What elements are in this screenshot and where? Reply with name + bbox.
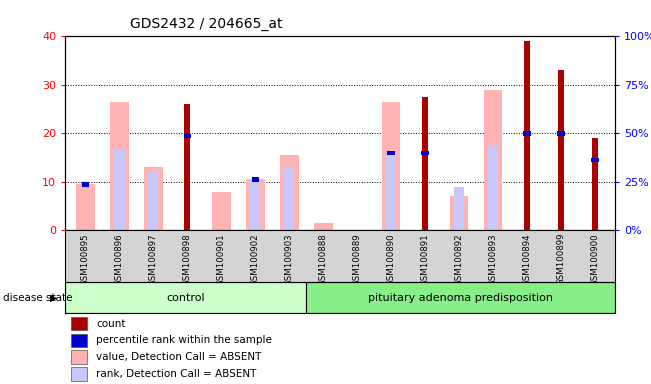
Bar bbox=[591, 158, 598, 162]
Bar bbox=[314, 223, 333, 230]
Bar bbox=[557, 131, 564, 136]
Text: GSM100888: GSM100888 bbox=[319, 233, 327, 286]
Bar bbox=[484, 90, 503, 230]
Text: GSM100903: GSM100903 bbox=[284, 233, 294, 286]
Text: rank, Detection Call = ABSENT: rank, Detection Call = ABSENT bbox=[96, 369, 256, 379]
Bar bbox=[454, 187, 464, 230]
Bar bbox=[421, 151, 429, 155]
Text: GSM100901: GSM100901 bbox=[217, 233, 226, 286]
Bar bbox=[71, 317, 87, 330]
Text: control: control bbox=[166, 293, 205, 303]
Text: GSM100892: GSM100892 bbox=[454, 233, 464, 286]
Bar bbox=[184, 104, 190, 230]
Text: pituitary adenoma predisposition: pituitary adenoma predisposition bbox=[368, 293, 553, 303]
Bar bbox=[110, 102, 129, 230]
Bar bbox=[184, 134, 191, 138]
Bar bbox=[450, 197, 468, 230]
Text: GSM100896: GSM100896 bbox=[115, 233, 124, 286]
Bar bbox=[65, 282, 306, 313]
Bar bbox=[386, 153, 396, 230]
Text: GDS2432 / 204665_at: GDS2432 / 204665_at bbox=[130, 17, 283, 31]
Text: GSM100894: GSM100894 bbox=[522, 233, 531, 286]
Bar bbox=[115, 151, 124, 230]
Text: GSM100895: GSM100895 bbox=[81, 233, 90, 286]
Text: percentile rank within the sample: percentile rank within the sample bbox=[96, 335, 272, 345]
Bar bbox=[523, 131, 531, 136]
Text: GSM100890: GSM100890 bbox=[387, 233, 396, 286]
Text: GSM100897: GSM100897 bbox=[149, 233, 158, 286]
Bar bbox=[246, 179, 264, 230]
Text: disease state: disease state bbox=[3, 293, 73, 303]
Bar bbox=[71, 334, 87, 347]
Bar bbox=[306, 282, 615, 313]
Bar bbox=[488, 146, 498, 230]
Text: GSM100899: GSM100899 bbox=[557, 233, 565, 285]
Text: count: count bbox=[96, 318, 126, 329]
Bar bbox=[251, 177, 259, 182]
Bar bbox=[592, 138, 598, 230]
Text: GSM100889: GSM100889 bbox=[353, 233, 361, 286]
Text: GSM100898: GSM100898 bbox=[183, 233, 192, 286]
Bar bbox=[71, 367, 87, 381]
Bar bbox=[82, 182, 89, 187]
Bar bbox=[524, 41, 530, 230]
Text: value, Detection Call = ABSENT: value, Detection Call = ABSENT bbox=[96, 352, 262, 362]
Bar bbox=[381, 102, 400, 230]
Bar bbox=[148, 172, 158, 230]
Bar bbox=[422, 97, 428, 230]
Text: GSM100893: GSM100893 bbox=[488, 233, 497, 286]
Bar bbox=[250, 179, 260, 230]
Text: GSM100891: GSM100891 bbox=[421, 233, 430, 286]
Bar bbox=[76, 184, 95, 230]
Bar bbox=[284, 167, 294, 230]
Text: GSM100902: GSM100902 bbox=[251, 233, 260, 286]
Text: GSM100900: GSM100900 bbox=[590, 233, 600, 286]
Text: ▶: ▶ bbox=[49, 293, 57, 303]
Bar bbox=[558, 70, 564, 230]
Bar bbox=[280, 155, 299, 230]
Bar bbox=[71, 350, 87, 364]
Bar bbox=[144, 167, 163, 230]
Bar bbox=[387, 151, 395, 155]
Bar bbox=[212, 192, 230, 230]
